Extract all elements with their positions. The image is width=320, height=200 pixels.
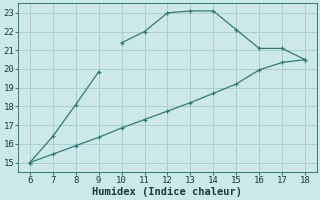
X-axis label: Humidex (Indice chaleur): Humidex (Indice chaleur)	[92, 186, 243, 197]
